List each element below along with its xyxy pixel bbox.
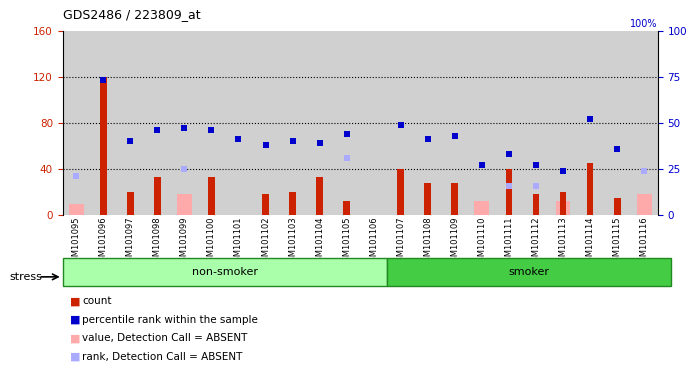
Bar — [63, 258, 387, 286]
Bar — [560, 192, 567, 215]
Bar — [637, 194, 651, 215]
Bar — [414, 31, 441, 215]
Bar — [333, 31, 361, 215]
Bar — [555, 201, 571, 215]
Point — [260, 142, 271, 148]
Bar — [631, 31, 658, 215]
Point — [70, 173, 81, 179]
Bar — [550, 31, 576, 215]
Bar — [361, 31, 387, 215]
Bar — [117, 31, 144, 215]
Bar — [387, 31, 414, 215]
Bar — [225, 31, 252, 215]
Text: count: count — [82, 296, 111, 306]
Bar — [343, 201, 350, 215]
Text: value, Detection Call = ABSENT: value, Detection Call = ABSENT — [82, 333, 248, 343]
Bar — [452, 183, 458, 215]
Text: smoker: smoker — [509, 267, 550, 277]
Point — [639, 168, 650, 174]
Bar — [397, 169, 404, 215]
Point — [233, 136, 244, 142]
Bar — [289, 192, 296, 215]
Bar — [154, 177, 161, 215]
Point — [530, 162, 541, 168]
Point — [179, 125, 190, 131]
Bar — [576, 31, 603, 215]
Point — [97, 78, 109, 84]
Bar — [532, 194, 539, 215]
Point — [287, 138, 298, 144]
Bar — [279, 31, 306, 215]
Bar — [262, 194, 269, 215]
Point — [585, 116, 596, 122]
Text: ■: ■ — [70, 352, 81, 362]
Point — [503, 182, 514, 189]
Point — [395, 122, 406, 128]
Bar — [208, 177, 215, 215]
Point — [476, 162, 487, 168]
Bar — [603, 31, 631, 215]
Text: non-smoker: non-smoker — [192, 267, 258, 277]
Bar — [475, 201, 489, 215]
Bar — [90, 31, 117, 215]
Text: GDS2486 / 223809_at: GDS2486 / 223809_at — [63, 8, 200, 21]
Bar — [144, 31, 171, 215]
Point — [314, 140, 325, 146]
Bar — [587, 163, 594, 215]
Text: rank, Detection Call = ABSENT: rank, Detection Call = ABSENT — [82, 352, 242, 362]
Point — [557, 168, 569, 174]
Bar — [127, 192, 134, 215]
Bar — [441, 31, 468, 215]
Text: ■: ■ — [70, 315, 81, 325]
Point — [152, 127, 163, 133]
Point — [179, 166, 190, 172]
Bar — [425, 183, 432, 215]
Bar — [306, 31, 333, 215]
Bar — [100, 77, 106, 215]
Bar — [198, 31, 225, 215]
Bar — [252, 31, 279, 215]
Text: 100%: 100% — [630, 19, 658, 29]
Bar — [63, 31, 90, 215]
Bar — [171, 31, 198, 215]
Point — [530, 182, 541, 189]
Bar — [614, 198, 621, 215]
Bar — [505, 169, 512, 215]
Point — [206, 127, 217, 133]
Bar — [468, 31, 496, 215]
Point — [125, 138, 136, 144]
Point — [503, 151, 514, 157]
Point — [450, 133, 461, 139]
Text: ■: ■ — [70, 333, 81, 343]
Text: ■: ■ — [70, 296, 81, 306]
Bar — [177, 194, 192, 215]
Point — [341, 131, 352, 137]
Bar — [69, 204, 84, 215]
Bar — [387, 258, 671, 286]
Text: percentile rank within the sample: percentile rank within the sample — [82, 315, 258, 325]
Point — [422, 136, 434, 142]
Text: stress: stress — [9, 272, 42, 282]
Bar — [523, 31, 550, 215]
Point — [612, 146, 623, 152]
Bar — [496, 31, 523, 215]
Bar — [316, 177, 323, 215]
Point — [341, 155, 352, 161]
